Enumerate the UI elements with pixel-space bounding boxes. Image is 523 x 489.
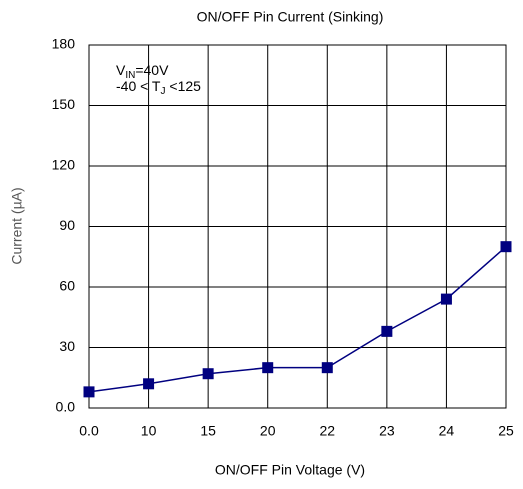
marker <box>83 386 95 398</box>
x-tick-label: 0.0 <box>79 423 99 439</box>
annotation-rest: <125 <box>166 78 202 94</box>
y-tick-label: 90 <box>59 217 75 233</box>
marker <box>381 325 393 337</box>
annotation: -40 < TJ <125 <box>116 78 201 97</box>
x-axis-label: ON/OFF Pin Voltage (V) <box>215 462 365 478</box>
plot-frame <box>88 44 507 409</box>
line <box>88 246 507 393</box>
annotation-text: -40 < T <box>116 78 161 94</box>
x-tick-label: 10 <box>141 423 157 439</box>
x-tick-label: 22 <box>319 423 335 439</box>
y-axis-label: Current (µA) <box>9 187 25 264</box>
y-tick-label: 0.0 <box>56 399 76 415</box>
marker <box>262 362 274 374</box>
y-tick-label: 30 <box>59 338 75 354</box>
y-tick-label: 150 <box>52 96 76 112</box>
marker <box>440 293 452 305</box>
x-tick-label: 25 <box>498 423 514 439</box>
marker <box>202 368 214 380</box>
marker <box>500 241 512 253</box>
annotation-sub: IN <box>125 70 135 81</box>
marker <box>143 378 155 390</box>
x-tick-label: 20 <box>260 423 276 439</box>
annotation-sub: J <box>161 86 166 97</box>
x-tick-label: 24 <box>439 423 455 439</box>
annotation: VIN=40V <box>116 62 169 81</box>
annotation-rest: =40V <box>135 62 169 78</box>
y-tick-label: 60 <box>59 278 75 294</box>
y-tick-label: 120 <box>52 157 76 173</box>
x-tick-label: 23 <box>379 423 395 439</box>
y-tick-label: 180 <box>52 36 76 52</box>
x-tick-label: 15 <box>200 423 216 439</box>
chart-title: ON/OFF Pin Current (Sinking) <box>197 9 384 25</box>
marker <box>321 362 333 374</box>
annotation-text: V <box>116 62 126 78</box>
